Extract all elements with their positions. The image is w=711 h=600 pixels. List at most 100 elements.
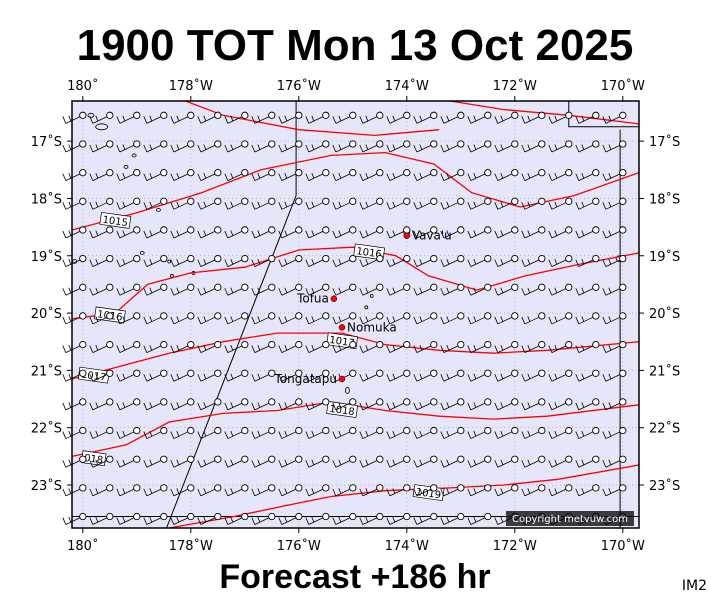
wind-barb [251, 140, 276, 153]
wind-barb [251, 512, 276, 525]
lat-label-right: 20˚S [649, 306, 680, 322]
lon-label-top: 178˚W [169, 78, 213, 94]
wind-barb [386, 197, 411, 210]
wind-barb [278, 168, 303, 182]
wind-barb [575, 140, 600, 153]
lat-label-left: 18˚S [31, 191, 62, 207]
wind-barb [62, 254, 87, 267]
wind-barb [170, 484, 195, 497]
wind-barb [251, 283, 276, 296]
wind-barb [143, 369, 168, 382]
isobar-label: 1018 [326, 401, 359, 418]
wind-barb [224, 312, 249, 325]
place-markers: Vava'u Tofua Nomuka Tongatapu [274, 229, 452, 386]
wind-barb [143, 340, 168, 353]
place-dot [330, 295, 338, 302]
wind-barb [62, 283, 87, 296]
wind-barb [170, 369, 195, 382]
wind-barb [278, 226, 303, 239]
wind-barb [305, 283, 330, 296]
wind-barb [116, 197, 141, 210]
lat-label-right: 22˚S [649, 421, 680, 437]
wind-barb [89, 484, 114, 497]
wind-barb [89, 140, 114, 153]
island-outline [344, 387, 350, 394]
place-dot [338, 324, 346, 331]
wind-barb [224, 512, 249, 525]
wind-barb [62, 512, 87, 525]
wind-barb [548, 283, 573, 296]
wind-barb [413, 168, 438, 182]
isobar-label-text: 1015 [102, 215, 129, 229]
wind-barb [440, 426, 465, 439]
wind-barb [521, 197, 546, 210]
wind-barb [575, 340, 600, 353]
wind-barb [89, 226, 114, 239]
wind-barb [521, 111, 546, 124]
wind-barb [467, 426, 492, 439]
place-marker: Nomuka [338, 320, 397, 334]
wind-barb [332, 197, 357, 210]
wind-barb [197, 426, 222, 439]
wind-barb [548, 340, 573, 353]
isobar-label-box [353, 243, 386, 261]
wind-barb [494, 254, 519, 267]
wind-barb [116, 484, 141, 497]
wind-barb [494, 140, 519, 153]
isobar-line [169, 464, 640, 529]
wind-barb [548, 111, 573, 124]
wind-barb [548, 426, 573, 439]
wind-barb [467, 312, 492, 325]
wind-barb [413, 340, 438, 353]
wind-barb [386, 283, 411, 296]
wind-barb [197, 398, 222, 411]
wind-barb [575, 455, 600, 468]
place-dot [338, 375, 346, 383]
wind-barb [413, 312, 438, 325]
wind-barb [278, 512, 303, 525]
wind-barb [89, 312, 114, 325]
wind-barb [116, 111, 141, 124]
wind-barb [224, 398, 249, 411]
wind-barb [143, 226, 168, 239]
wind-barb [413, 484, 438, 497]
wind-barb [305, 398, 330, 411]
wind-barb [494, 398, 519, 411]
lat-label-right: 17˚S [649, 134, 680, 150]
wind-barb [359, 111, 384, 124]
wind-barb [62, 369, 87, 382]
wind-barb [170, 512, 195, 525]
wind-barb [116, 512, 141, 525]
isobars: 1015101610161017101710180181019 [71, 100, 640, 529]
lat-label-left: 20˚S [31, 306, 62, 322]
wind-barb [278, 254, 303, 267]
wind-barb [548, 254, 573, 267]
lon-label-top: 174˚W [385, 78, 429, 94]
wind-barb [224, 111, 249, 124]
wind-barb [305, 484, 330, 497]
wind-barb [224, 283, 249, 296]
lat-label-right: 23˚S [649, 478, 680, 494]
wind-barb [197, 484, 222, 497]
wind-barb [251, 111, 276, 124]
axis-ticks: 180˚ 180˚ 178˚W 178˚W 176˚W 176˚W 174˚W 174˚W 17… [31, 78, 681, 554]
wind-barb [440, 512, 465, 525]
wind-barb [359, 340, 384, 353]
wind-barb [575, 283, 600, 296]
wind-barb [62, 168, 87, 182]
wind-barb [332, 512, 357, 525]
wind-barb [89, 340, 114, 353]
isobar-line [185, 100, 440, 137]
wind-barb [224, 484, 249, 497]
wind-barb [548, 484, 573, 497]
wind-barb [305, 254, 330, 267]
lat-label-left: 21˚S [31, 363, 62, 379]
lon-label-bottom: 172˚W [493, 538, 537, 554]
wind-barb [467, 512, 492, 525]
wind-barb [467, 398, 492, 411]
wind-barb [494, 197, 519, 210]
wind-barb [62, 340, 87, 353]
wind-barb [440, 398, 465, 411]
wind-barb [332, 226, 357, 239]
wind-barb [197, 512, 222, 525]
